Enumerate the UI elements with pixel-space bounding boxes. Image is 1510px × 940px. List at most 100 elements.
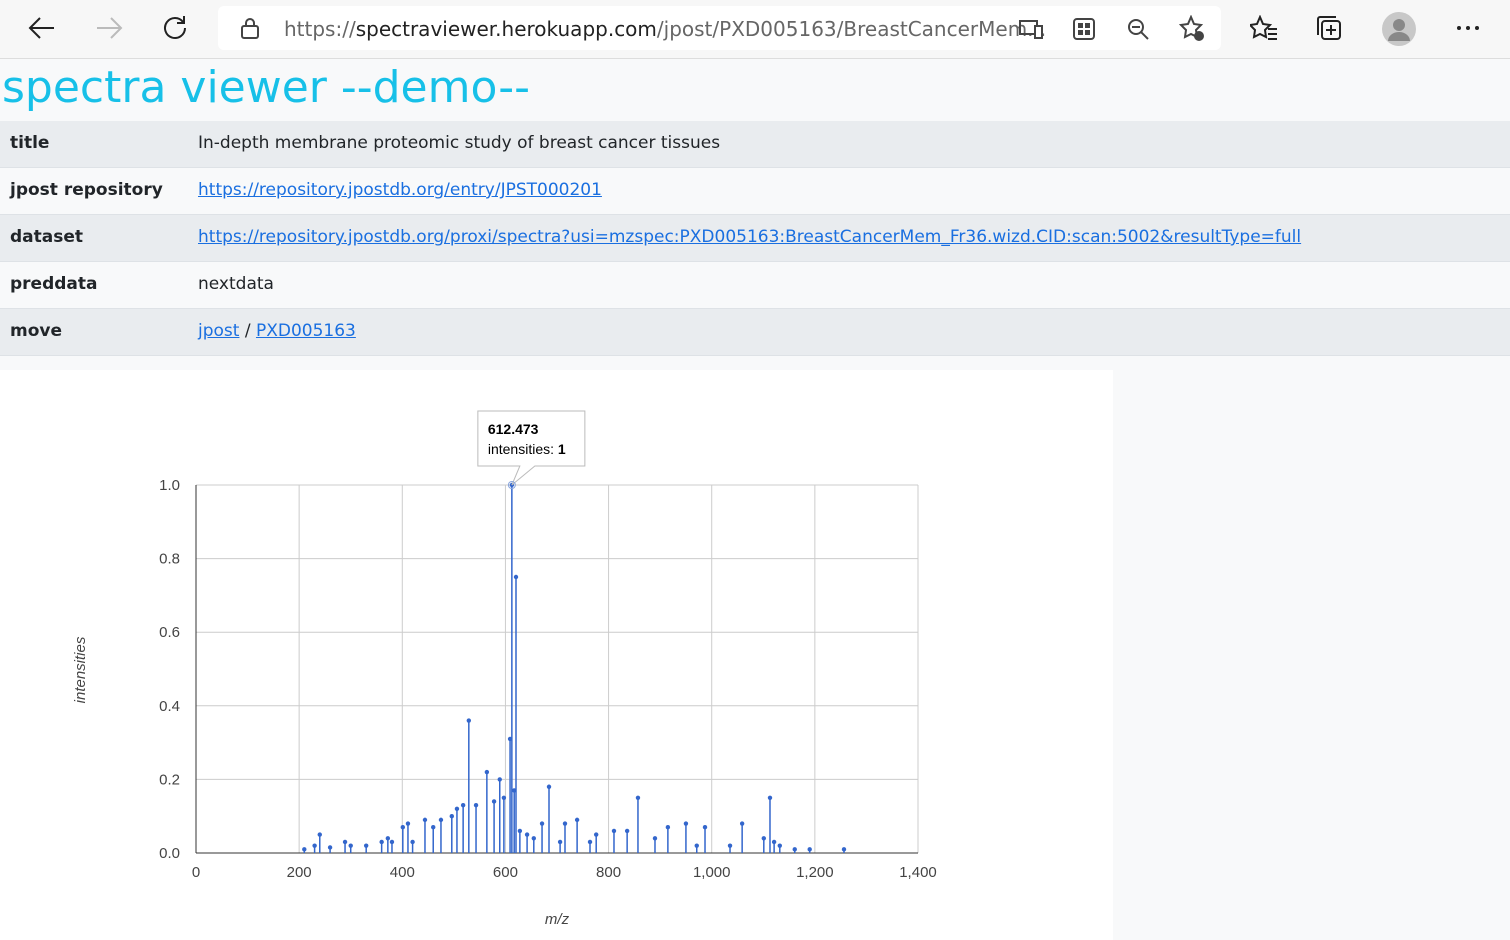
peak-point (473, 802, 479, 808)
y-tick-label: 0.2 (159, 771, 180, 788)
peak-point (422, 817, 428, 823)
peak-point (466, 718, 472, 723)
reload-button[interactable] (162, 14, 188, 40)
peak-point (593, 832, 599, 837)
menu-icon[interactable] (1456, 25, 1480, 31)
peak-point (562, 821, 568, 826)
table-row: title In-depth membrane proteomic study o… (0, 121, 1510, 168)
peak-point (665, 825, 671, 830)
y-tick-label: 0.6 (159, 624, 180, 641)
x-tick-label: 600 (493, 864, 518, 881)
peak-point (761, 836, 767, 841)
y-tick-label: 0.0 (159, 845, 180, 862)
tooltip-line: intensities: 1 (488, 441, 566, 457)
lock-icon (241, 18, 259, 39)
separator: / (244, 321, 251, 341)
table-row: preddata nextdata (0, 262, 1510, 309)
peak-point (841, 847, 847, 852)
peak-point (491, 799, 497, 804)
peak-point (771, 839, 777, 845)
dataset-link[interactable]: https://repository.jpostdb.org/proxi/spe… (198, 227, 1302, 247)
peak-point (624, 828, 630, 834)
project-link[interactable]: PXD005163 (255, 321, 356, 341)
peak-point (449, 814, 454, 819)
url-host: spectraviewer.herokuapp.com (355, 17, 657, 41)
url-scheme: https:// (284, 17, 356, 41)
highlight-point (507, 481, 516, 489)
chart: m/z intensities 0.0 0.2 0.4 0.6 0.8 1.0 0 200 40… (0, 370, 1113, 940)
table-row: jpost repository https://repository.jpost… (0, 168, 1510, 215)
peak-point (557, 839, 563, 845)
collections-icon[interactable] (1316, 15, 1344, 43)
peak-point (410, 839, 415, 845)
tooltip-label: intensities: (488, 441, 554, 457)
table-row: move jpost / PXD005163 (0, 309, 1510, 356)
x-axis-label: m/z (545, 911, 570, 928)
add-favorite-icon[interactable] (1178, 15, 1206, 43)
apps-icon[interactable] (1072, 17, 1096, 41)
info-table: title In-depth membrane proteomic study o… (0, 121, 1510, 356)
peak-point (539, 821, 545, 826)
table-row: dataset https://repository.jpostdb.org/pr… (0, 215, 1510, 262)
peak-point (694, 843, 699, 848)
tooltip-x: 612.473 (488, 421, 539, 437)
peak-point (400, 825, 406, 830)
peak-point (363, 843, 369, 848)
peak-point (501, 795, 507, 800)
y-axis-label: intensities (72, 636, 89, 703)
jpost-link[interactable]: jpost (198, 321, 240, 341)
peak-point (531, 836, 536, 841)
peak-point (302, 847, 307, 852)
row-value: nextdata (198, 274, 274, 294)
repository-link[interactable]: https://repository.jpostdb.org/entry/JPS… (198, 180, 602, 200)
peak-point (517, 828, 523, 834)
peak-point (327, 845, 333, 850)
x-tick-label: 200 (287, 864, 312, 881)
x-tick-label: 0 (192, 864, 200, 881)
address-bar[interactable]: https://spectraviewer.herokuapp.com/jpos… (218, 6, 1221, 50)
peak-point (317, 832, 322, 837)
zoom-icon[interactable] (1126, 17, 1150, 41)
forward-button[interactable] (95, 16, 123, 40)
tooltip-box (477, 410, 586, 486)
peak-point (454, 806, 460, 812)
peak-point (739, 821, 745, 826)
peak-point (405, 821, 411, 826)
url: https://spectraviewer.herokuapp.com/jpos… (284, 17, 1046, 41)
profile-icon[interactable] (1381, 11, 1417, 47)
peak-point (438, 817, 444, 823)
peak-point (342, 839, 348, 845)
peak-point (767, 795, 773, 800)
peak-point (312, 843, 317, 848)
browser-toolbar: https://spectraviewer.herokuapp.com/jpos… (0, 0, 1510, 59)
peak-point (807, 847, 812, 852)
row-key: move (10, 321, 63, 341)
y-tick-label: 0.8 (159, 551, 180, 568)
peak-point (587, 839, 593, 845)
peak-point (484, 769, 490, 775)
peak-point (683, 821, 689, 826)
peak-point (524, 832, 530, 837)
favorites-icon[interactable] (1250, 15, 1278, 41)
x-tick-label: 1,000 (693, 864, 731, 881)
peak-point (727, 843, 733, 848)
x-tick-label: 800 (596, 864, 621, 881)
peak-point (460, 802, 466, 808)
back-button[interactable] (28, 16, 56, 40)
peak-point (379, 839, 384, 845)
peak-point (611, 828, 617, 834)
tooltip: 612.473 intensities: 1 (477, 410, 586, 486)
row-key: preddata (10, 274, 98, 294)
y-tick-label: 1.0 (159, 477, 180, 494)
device-icon[interactable] (1018, 18, 1044, 40)
peak-point (702, 825, 708, 830)
row-key: title (10, 133, 50, 153)
peak-point (652, 836, 658, 841)
peak-point (513, 574, 519, 580)
peak-point (348, 843, 353, 848)
peak-point (389, 839, 395, 845)
page-title: spectra viewer --demo-- (2, 62, 530, 113)
peak-point (574, 817, 580, 823)
